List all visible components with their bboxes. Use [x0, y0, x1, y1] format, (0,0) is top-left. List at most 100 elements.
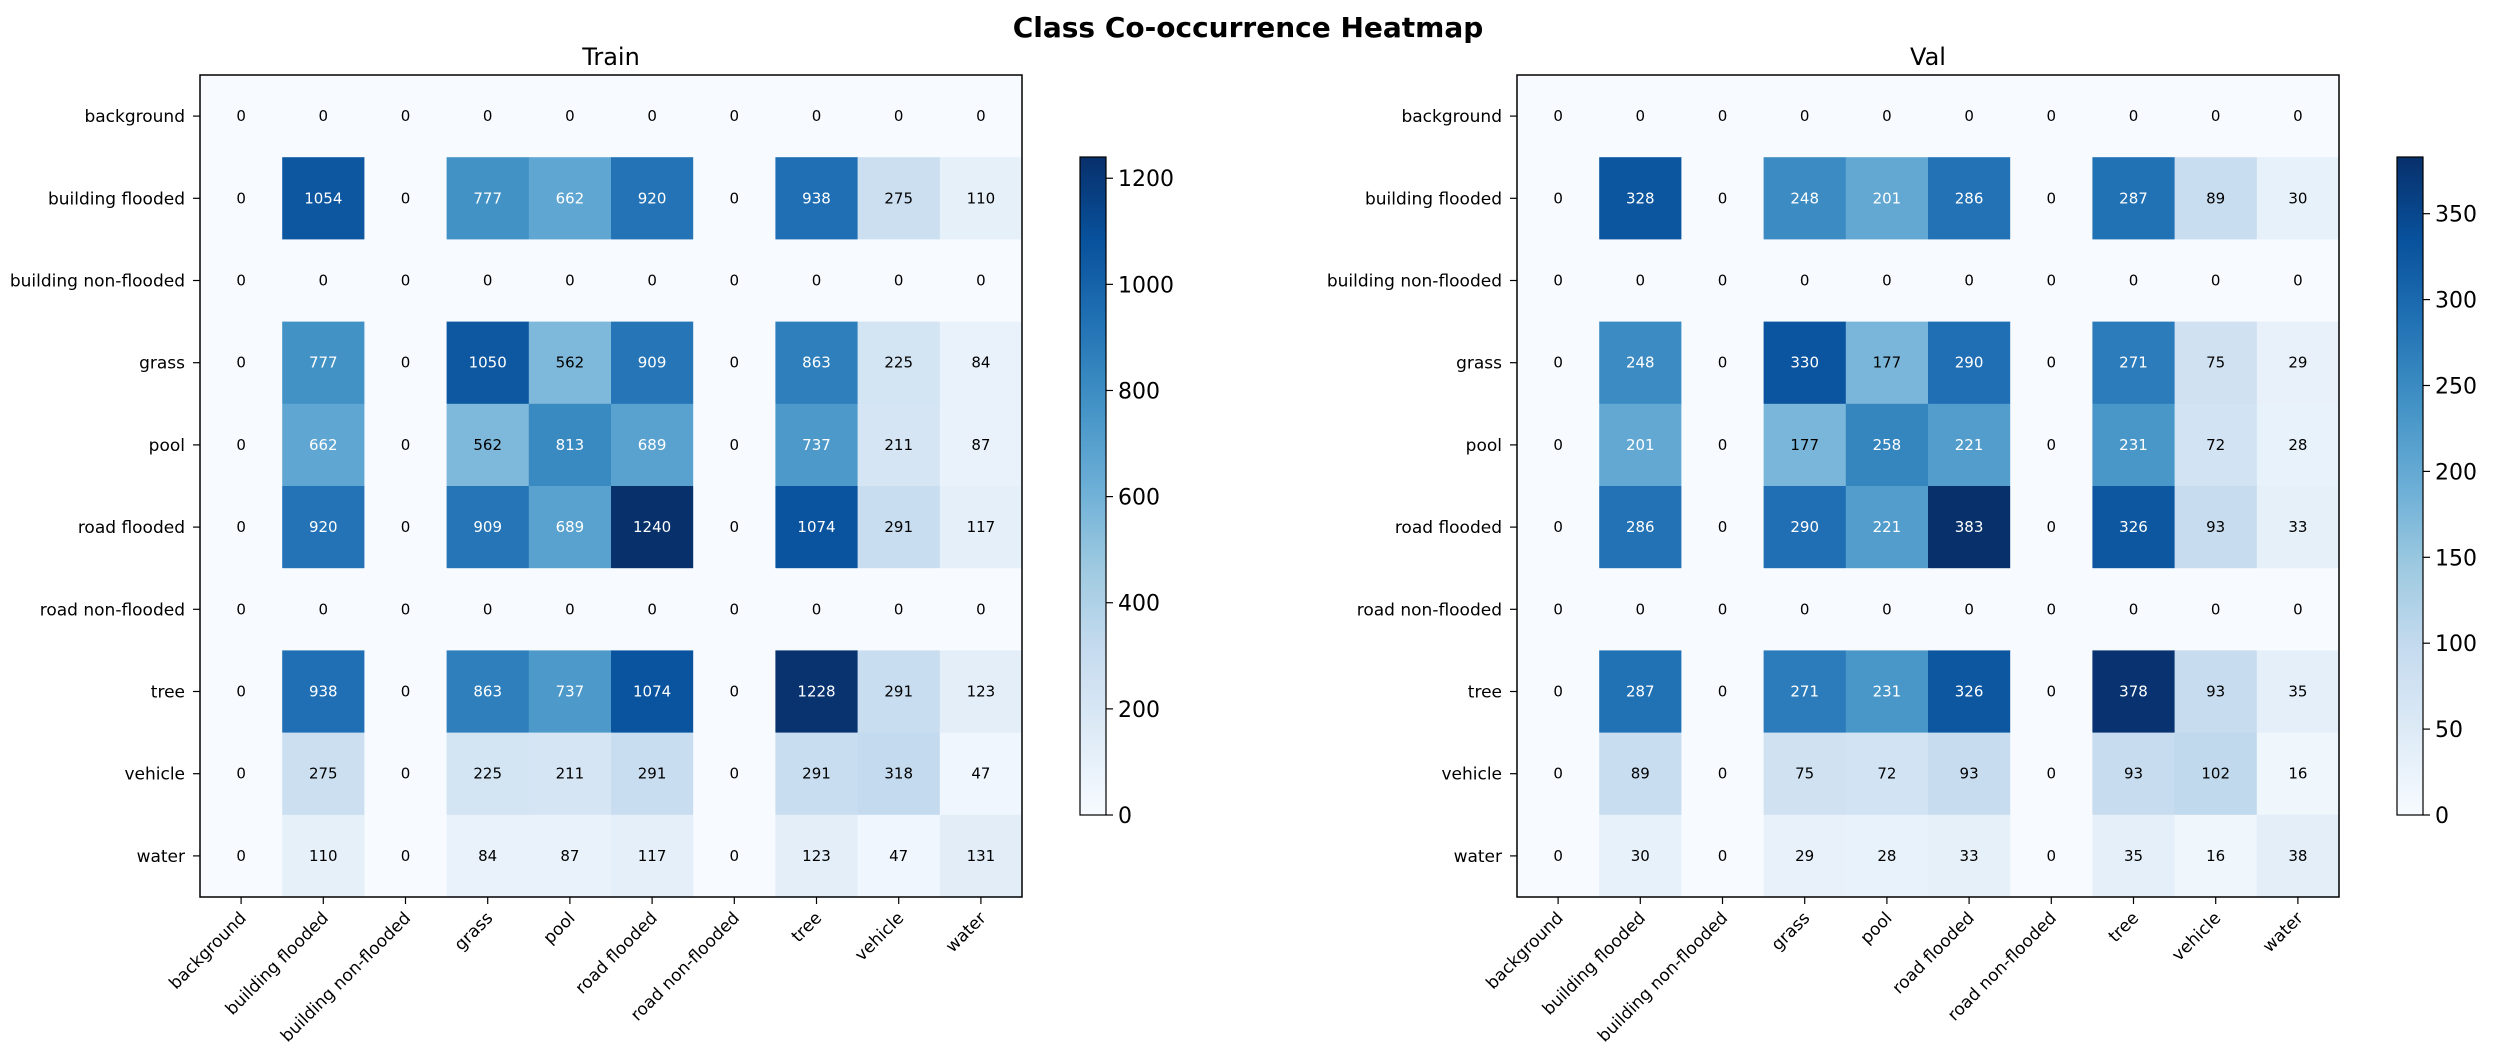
cell-value-label: 1074: [633, 683, 671, 701]
cell-value-label: 737: [802, 436, 831, 454]
cell-value-label: 0: [894, 600, 904, 618]
heatmap-cell: [364, 403, 448, 487]
cell-value-label: 0: [483, 600, 493, 618]
heatmap-cell: [2010, 814, 2093, 898]
colorbar-tick-label: 0: [2435, 804, 2449, 829]
heatmap-cell: [1763, 321, 1847, 405]
heatmap-cell: [364, 568, 448, 651]
cell-value-label: 689: [556, 518, 585, 536]
cell-value-label: 0: [976, 600, 986, 618]
row-label: road flooded: [78, 518, 185, 538]
heatmap-cell: [857, 732, 941, 816]
heatmap-cell: [775, 814, 859, 898]
heatmap-cell: [282, 75, 365, 158]
cell-value-label: 89: [2206, 189, 2225, 207]
heatmap-cell: [2174, 403, 2258, 487]
cell-value-label: 0: [401, 765, 411, 783]
heatmap-cell: [2256, 321, 2340, 405]
cell-value-label: 286: [1955, 189, 1984, 207]
cell-value-label: 0: [730, 189, 740, 207]
row-label: grass: [1456, 354, 1502, 374]
cell-value-label: 0: [401, 107, 411, 125]
colorbar-tick-label: 100: [2435, 632, 2477, 657]
heatmap-cell: [1517, 403, 1600, 487]
heatmap-cell: [364, 650, 448, 734]
cell-value-label: 0: [2047, 847, 2057, 865]
heatmap-cell: [1599, 650, 1682, 734]
heatmap-cell: [1845, 403, 1929, 487]
cell-value-label: 75: [2206, 354, 2225, 372]
heatmap-cell: [282, 403, 365, 487]
heatmap-cell: [1928, 650, 2011, 734]
heatmap-cell: [611, 239, 694, 323]
heatmap-cell: [1681, 650, 1765, 734]
cell-value-label: 0: [2211, 600, 2221, 618]
cell-value-label: 0: [2293, 600, 2303, 618]
heatmap-cell: [1599, 157, 1682, 240]
heatmap-cell: [693, 403, 776, 487]
cell-value-label: 93: [2206, 518, 2225, 536]
heatmap-cell: [1763, 732, 1847, 816]
heatmap-cell: [1928, 814, 2011, 898]
heatmap-cell: [1928, 403, 2011, 487]
cell-value-label: 231: [2119, 436, 2148, 454]
cell-value-label: 0: [730, 847, 740, 865]
cell-value-label: 123: [802, 847, 831, 865]
heatmap-cell: [611, 814, 694, 898]
cell-value-label: 0: [565, 600, 575, 618]
cell-value-label: 863: [802, 354, 831, 372]
column-label: tree: [2105, 908, 2143, 946]
heatmap-cell: [1517, 732, 1600, 816]
cell-value-label: 0: [1718, 600, 1728, 618]
cell-value-label: 1074: [797, 518, 835, 536]
heatmap-cell: [1763, 239, 1847, 323]
heatmap-cell: [939, 650, 1023, 734]
row-label: road non-flooded: [40, 600, 185, 620]
heatmap-cell: [1517, 75, 1600, 158]
heatmap-cell: [1845, 568, 1929, 651]
heatmap-cell: [693, 321, 776, 405]
cell-value-label: 0: [730, 272, 740, 290]
cell-value-label: 258: [1873, 436, 1902, 454]
cell-value-label: 248: [1626, 354, 1655, 372]
cell-value-label: 0: [1718, 436, 1728, 454]
heatmap-cell: [2092, 403, 2176, 487]
heatmap-cell: [1599, 814, 1682, 898]
cell-value-label: 0: [401, 683, 411, 701]
cell-value-label: 689: [638, 436, 667, 454]
cell-value-label: 0: [1553, 436, 1563, 454]
heatmap-cell: [1928, 157, 2011, 240]
cell-value-label: 117: [967, 518, 996, 536]
cell-value-label: 1054: [304, 189, 342, 207]
cell-value-label: 0: [236, 518, 246, 536]
colorbar-tick-label: 800: [1118, 379, 1160, 404]
cell-value-label: 30: [1631, 847, 1650, 865]
cell-value-label: 0: [812, 272, 822, 290]
row-label: pool: [149, 436, 185, 456]
column-label: pool: [1857, 908, 1897, 948]
heatmap-cell: [1681, 239, 1765, 323]
heatmap-cell: [200, 732, 283, 816]
heatmap-cell: [2092, 568, 2176, 651]
cell-value-label: 0: [483, 272, 493, 290]
heatmap-cell: [446, 403, 530, 487]
heatmap-cell: [775, 239, 859, 323]
heatmap-cell: [2010, 239, 2093, 323]
heatmap-cell: [2010, 403, 2093, 487]
row-label: grass: [139, 354, 185, 374]
cell-value-label: 290: [1955, 354, 1984, 372]
cell-value-label: 0: [236, 189, 246, 207]
cell-value-label: 0: [976, 272, 986, 290]
cell-value-label: 662: [309, 436, 338, 454]
cell-value-label: 0: [2047, 354, 2057, 372]
cell-value-label: 1228: [797, 683, 835, 701]
heatmap-cell: [1845, 239, 1929, 323]
cell-value-label: 938: [802, 189, 831, 207]
heatmap-cell: [1517, 814, 1600, 898]
cell-value-label: 0: [1553, 107, 1563, 125]
heatmap-cell: [1517, 650, 1600, 734]
cell-value-label: 291: [638, 765, 667, 783]
heatmap-cell: [611, 650, 694, 734]
cell-value-label: 0: [2047, 518, 2057, 536]
panel-title: Val: [1910, 43, 1946, 71]
